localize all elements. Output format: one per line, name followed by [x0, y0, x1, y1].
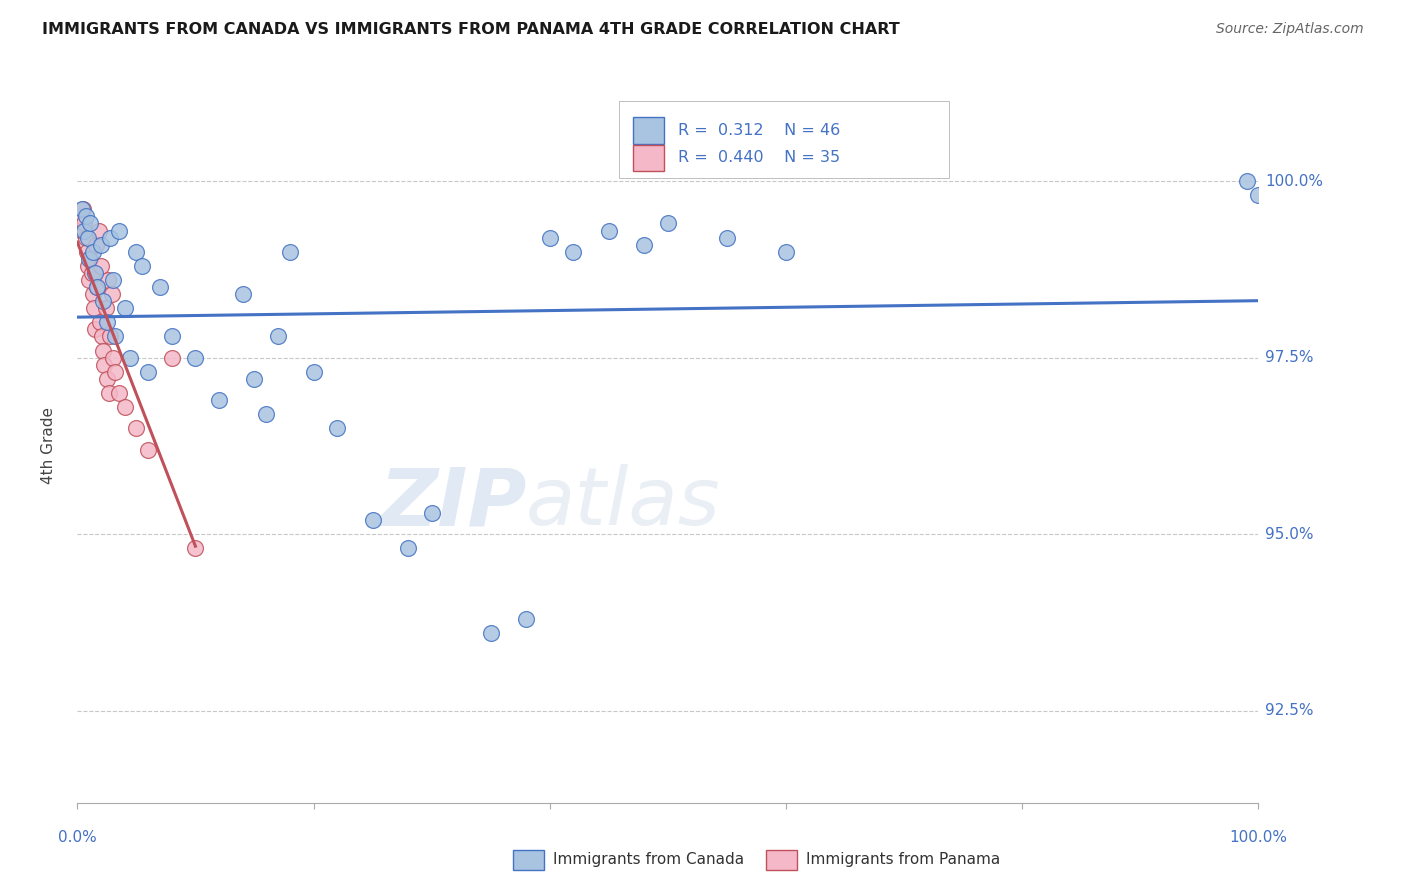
Point [101, 351, 124, 365]
Point [104, 329, 127, 343]
Point [243, 372, 266, 386]
Point [100, 230, 122, 244]
Point [302, 365, 325, 379]
Point [538, 230, 561, 244]
Point [96, 315, 118, 329]
Point [716, 230, 738, 244]
Point [775, 244, 797, 259]
Point [160, 329, 183, 343]
Text: Source: ZipAtlas.com: Source: ZipAtlas.com [1216, 22, 1364, 37]
Point [75, 210, 97, 224]
Point [598, 223, 620, 237]
Point [515, 612, 537, 626]
Text: Immigrants from Panama: Immigrants from Panama [806, 853, 1000, 867]
Text: ZIP: ZIP [378, 464, 526, 542]
Text: 92.5%: 92.5% [1265, 704, 1313, 718]
Text: atlas: atlas [526, 464, 721, 542]
Point [90, 259, 112, 273]
Point [73, 216, 96, 230]
Point [90, 237, 112, 252]
Point [98, 386, 121, 401]
Point [136, 442, 159, 457]
Point [101, 273, 124, 287]
Point [184, 541, 207, 556]
Point [1236, 174, 1258, 188]
Point [254, 407, 277, 421]
Point [84, 266, 107, 280]
Point [104, 365, 127, 379]
Point [72, 202, 94, 217]
Point [76, 244, 98, 259]
Text: 97.5%: 97.5% [1265, 351, 1313, 365]
Text: Immigrants from Canada: Immigrants from Canada [553, 853, 744, 867]
Point [89, 315, 111, 329]
Y-axis label: 4th Grade: 4th Grade [42, 408, 56, 484]
Text: R =  0.440    N = 35: R = 0.440 N = 35 [678, 151, 839, 165]
Point [70, 223, 93, 237]
Point [657, 216, 679, 230]
Point [100, 329, 122, 343]
Point [77, 252, 100, 266]
Point [82, 287, 104, 301]
Point [86, 280, 108, 294]
Point [633, 237, 655, 252]
Point [131, 259, 153, 273]
Point [91, 294, 114, 309]
Point [97, 273, 120, 287]
Point [278, 244, 301, 259]
Point [326, 421, 349, 435]
Point [396, 541, 419, 556]
Point [82, 244, 104, 259]
Point [114, 301, 136, 316]
Point [79, 216, 101, 230]
Point [136, 365, 159, 379]
Point [100, 287, 122, 301]
Point [87, 223, 110, 237]
Point [479, 626, 502, 640]
Point [79, 252, 101, 266]
Point [94, 301, 117, 316]
Point [70, 210, 93, 224]
Point [1247, 188, 1270, 202]
Point [84, 322, 107, 336]
Point [70, 202, 93, 217]
Point [77, 230, 100, 244]
Point [361, 513, 384, 527]
Text: 95.0%: 95.0% [1265, 527, 1313, 541]
Point [77, 273, 100, 287]
Point [83, 301, 105, 316]
Point [96, 372, 118, 386]
Point [93, 358, 115, 372]
Point [77, 259, 100, 273]
Point [562, 244, 585, 259]
Point [125, 244, 148, 259]
Point [91, 329, 114, 343]
Point [232, 287, 254, 301]
Point [84, 237, 107, 252]
Point [420, 506, 443, 520]
Point [125, 421, 148, 435]
Point [160, 351, 183, 365]
Point [120, 351, 142, 365]
Point [86, 280, 108, 294]
Point [80, 266, 103, 280]
Text: 100.0%: 100.0% [1265, 174, 1323, 188]
Point [75, 230, 97, 244]
Text: R =  0.312    N = 46: R = 0.312 N = 46 [678, 123, 839, 137]
Point [267, 329, 290, 343]
Point [208, 393, 231, 408]
Point [114, 400, 136, 414]
Point [149, 280, 172, 294]
Point [184, 351, 207, 365]
Point [107, 223, 129, 237]
Point [107, 386, 129, 401]
Text: 100.0%: 100.0% [1229, 830, 1288, 845]
Point [91, 343, 114, 358]
Point [73, 223, 96, 237]
Text: 0.0%: 0.0% [58, 830, 97, 845]
Text: IMMIGRANTS FROM CANADA VS IMMIGRANTS FROM PANAMA 4TH GRADE CORRELATION CHART: IMMIGRANTS FROM CANADA VS IMMIGRANTS FRO… [42, 22, 900, 37]
